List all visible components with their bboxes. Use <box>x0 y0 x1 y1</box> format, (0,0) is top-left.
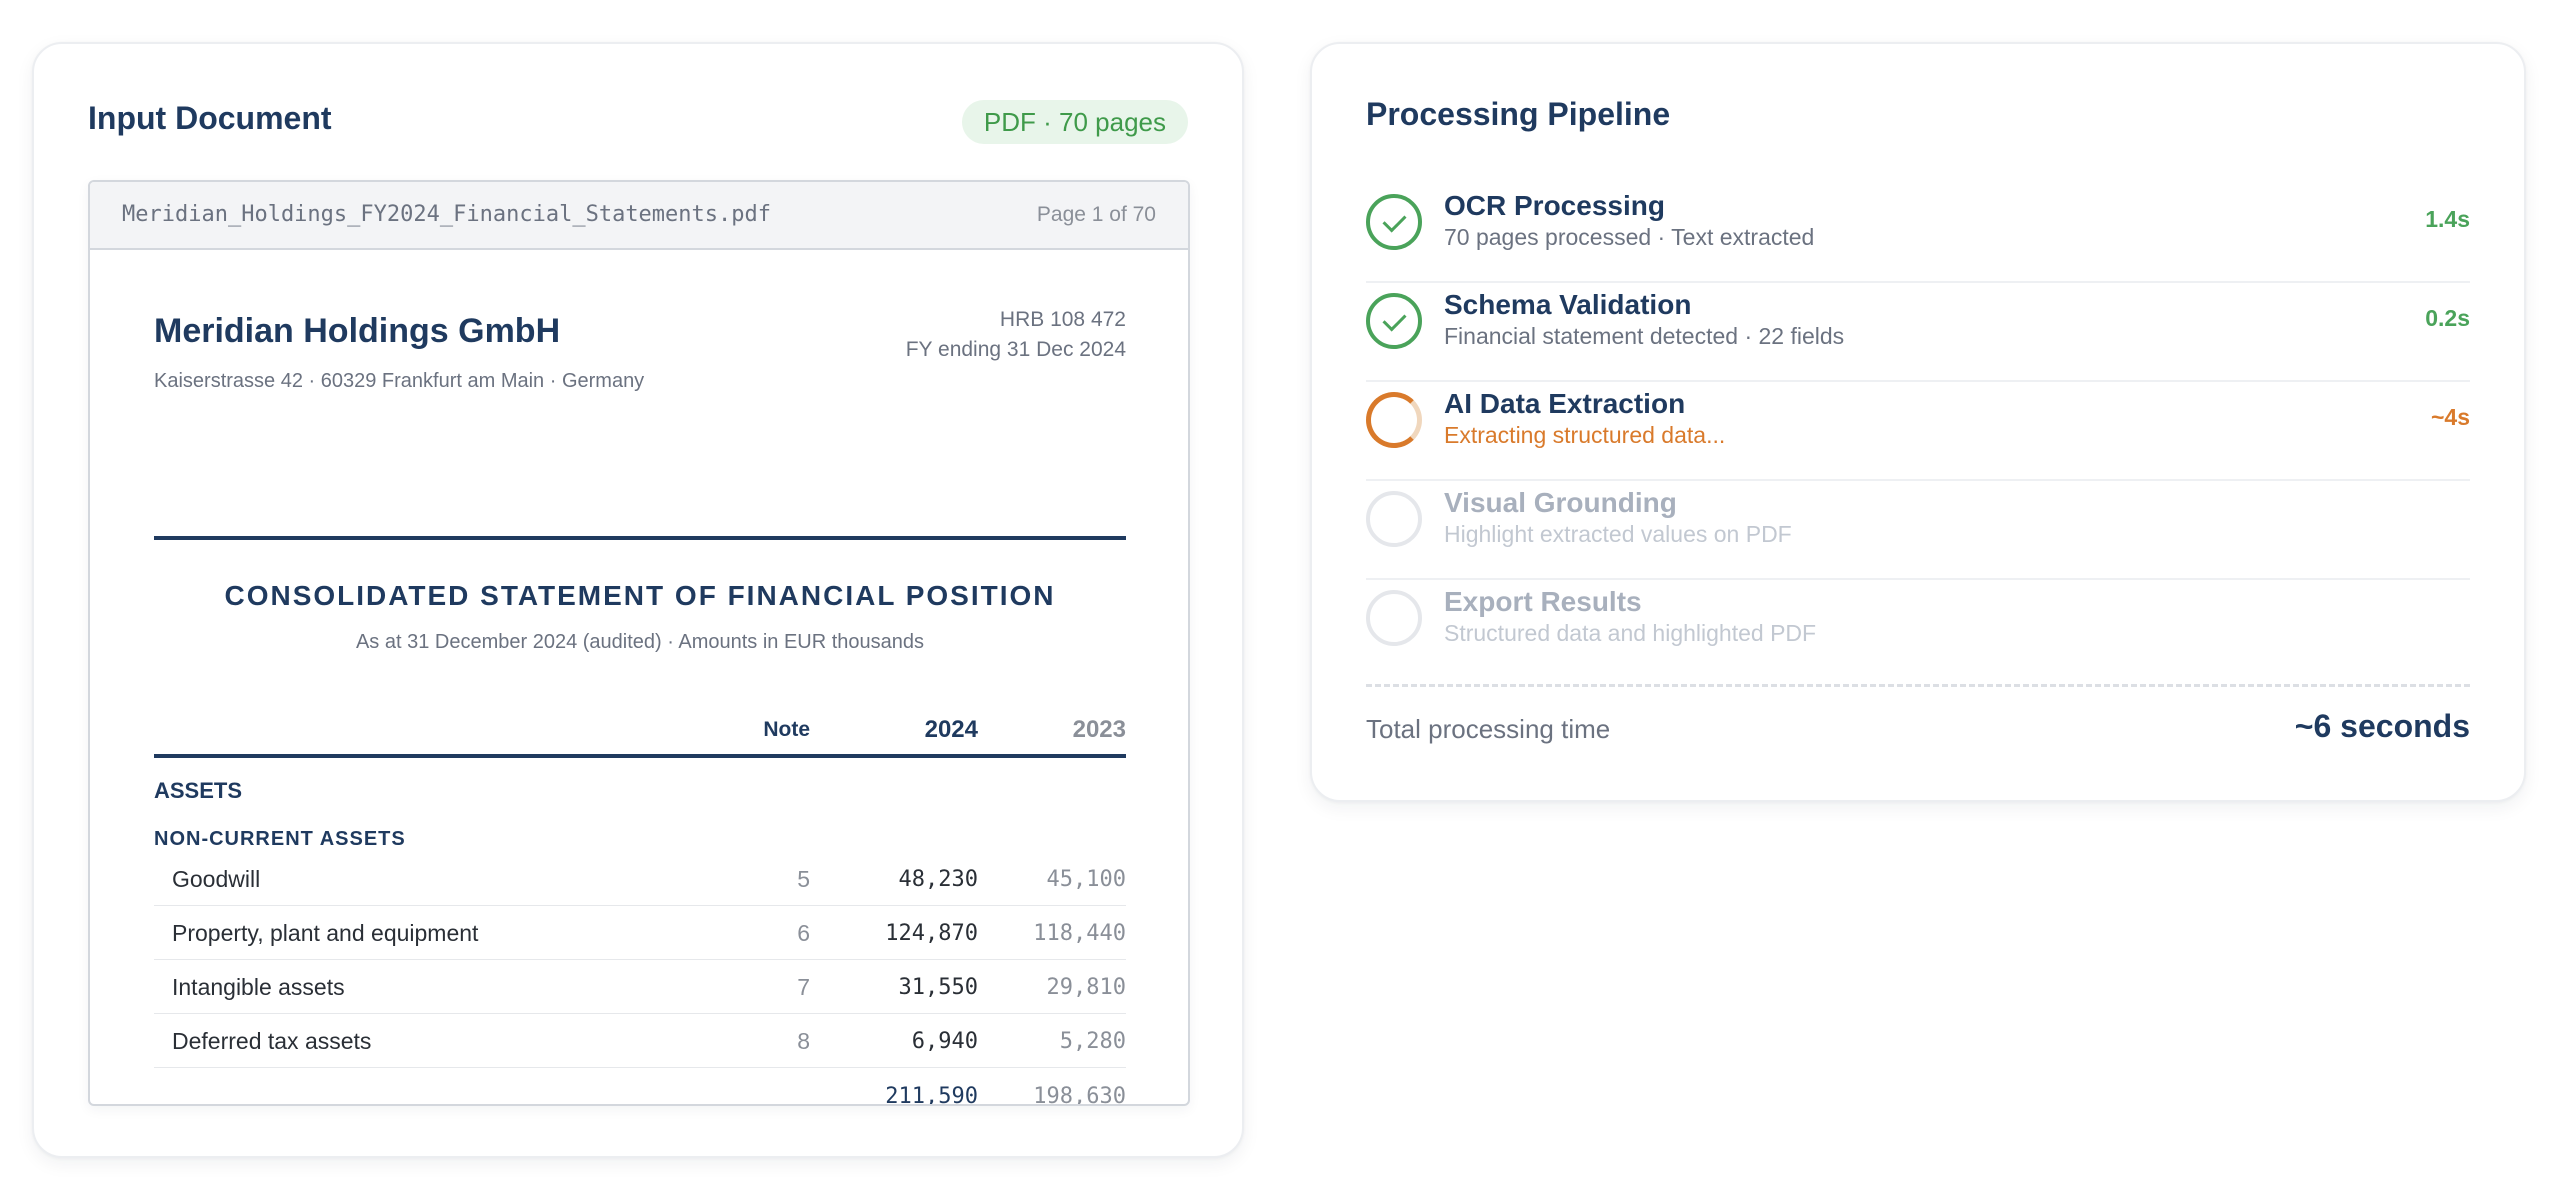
document-type-badge: PDF · 70 pages <box>961 100 1188 144</box>
page-indicator: Page 1 of 70 <box>1036 203 1156 226</box>
step-description: Structured data and highlighted PDF <box>1444 620 1817 646</box>
table-row: Deferred tax assets 8 6,940 5,280 <box>154 1014 1126 1068</box>
processing-pipeline-card: Processing Pipeline OCR Processing 70 pa… <box>1310 42 2526 802</box>
step-time: 0.2s <box>2425 305 2470 331</box>
row-value-2023: 118,440 <box>1033 921 1126 946</box>
header-divider <box>154 536 1126 540</box>
input-document-title: Input Document <box>88 100 332 136</box>
pipeline-step-ai-extraction: AI Data Extraction Extracting structured… <box>1366 382 2470 481</box>
document-filename: Meridian_Holdings_FY2024_Financial_State… <box>122 202 772 227</box>
document-preview[interactable]: Meridian_Holdings_FY2024_Financial_State… <box>88 180 1190 1106</box>
check-circle-icon <box>1366 293 1422 349</box>
row-note: 5 <box>797 866 810 892</box>
pipeline-title: Processing Pipeline <box>1366 96 1671 132</box>
total-value-2024: 211,590 <box>885 1084 978 1106</box>
column-header-2023: 2023 <box>1072 716 1126 743</box>
total-row: 211,590 198,630 <box>154 1070 1126 1106</box>
row-note: 7 <box>797 974 810 1000</box>
row-note: 6 <box>797 920 810 946</box>
row-value-2023: 45,100 <box>1046 867 1126 892</box>
step-description: Extracting structured data... <box>1444 422 1726 448</box>
table-row: Intangible assets 7 31,550 29,810 <box>154 960 1126 1014</box>
input-document-card: Input Document PDF · 70 pages Meridian_H… <box>32 42 1244 1158</box>
step-description: Highlight extracted values on PDF <box>1444 521 1792 547</box>
pipeline-step-schema-validation: Schema Validation Financial statement de… <box>1366 283 2470 382</box>
column-header-note: Note <box>763 718 810 741</box>
total-time-label: Total processing time <box>1366 714 1611 744</box>
empty-circle-icon <box>1366 491 1422 547</box>
row-value-2023: 5,280 <box>1059 1029 1126 1054</box>
registry-number: HRB 108 472 <box>999 308 1126 331</box>
total-value-2023: 198,630 <box>1033 1084 1126 1106</box>
step-name: OCR Processing <box>1444 190 1665 221</box>
step-description: Financial statement detected · 22 fields <box>1444 323 1845 349</box>
row-note: 8 <box>797 1028 810 1054</box>
fiscal-year: FY ending 31 Dec 2024 <box>905 338 1126 361</box>
step-name: Schema Validation <box>1444 289 1692 320</box>
step-time: ~4s <box>2430 404 2470 430</box>
company-address: Kaiserstrasse 42 · 60329 Frankfurt am Ma… <box>154 370 645 392</box>
step-name: AI Data Extraction <box>1444 388 1686 419</box>
table-header-divider <box>154 754 1126 758</box>
company-name: Meridian Holdings GmbH <box>154 312 561 350</box>
summary-divider <box>1366 684 2470 687</box>
step-name: Visual Grounding <box>1444 487 1677 518</box>
check-circle-icon <box>1366 194 1422 250</box>
row-label: Goodwill <box>172 866 261 892</box>
statement-title: CONSOLIDATED STATEMENT OF FINANCIAL POSI… <box>224 580 1056 611</box>
pipeline-step-ocr: OCR Processing 70 pages processed · Text… <box>1366 184 2470 283</box>
document-toolbar: Meridian_Holdings_FY2024_Financial_State… <box>90 182 1188 250</box>
row-label: Property, plant and equipment <box>172 920 479 946</box>
step-description: 70 pages processed · Text extracted <box>1444 224 1815 250</box>
row-value-2024: 124,870 <box>885 921 978 946</box>
statement-subtitle: As at 31 December 2024 (audited) · Amoun… <box>355 631 925 653</box>
row-label: Deferred tax assets <box>172 1028 372 1054</box>
empty-circle-icon <box>1366 590 1422 646</box>
spinner-icon <box>1366 392 1422 448</box>
row-value-2024: 48,230 <box>898 867 978 892</box>
row-label: Intangible assets <box>172 974 345 1000</box>
total-time-value: ~6 seconds <box>2294 708 2470 744</box>
table-row: Property, plant and equipment 6 124,870 … <box>154 906 1126 960</box>
pipeline-step-export: Export Results Structured data and highl… <box>1366 580 2470 679</box>
subsection-heading: NON-CURRENT ASSETS <box>154 828 406 850</box>
row-value-2024: 6,940 <box>911 1029 978 1054</box>
row-value-2024: 31,550 <box>898 975 978 1000</box>
step-time: 1.4s <box>2425 206 2470 232</box>
table-row: Goodwill 5 48,230 45,100 <box>154 852 1126 906</box>
row-value-2023: 29,810 <box>1046 975 1126 1000</box>
column-header-2024: 2024 <box>924 716 978 743</box>
step-name: Export Results <box>1444 586 1642 617</box>
section-heading: ASSETS <box>154 778 243 803</box>
pipeline-step-visual-grounding: Visual Grounding Highlight extracted val… <box>1366 481 2470 580</box>
